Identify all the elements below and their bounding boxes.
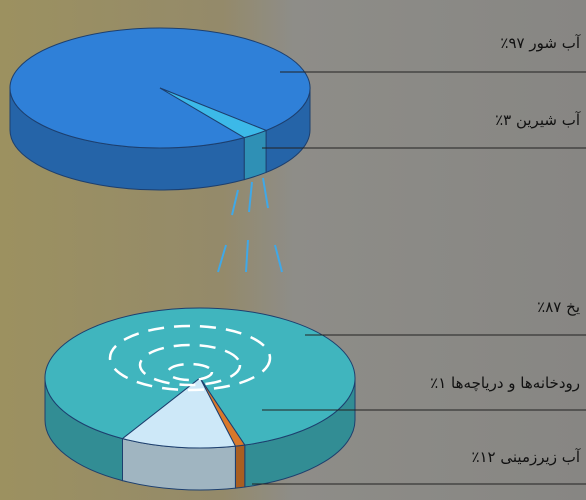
slice-value: ۳٪ xyxy=(495,111,511,129)
slice-name: رودخانه‌ها و دریاچه‌ها xyxy=(451,374,580,392)
pie-slice xyxy=(44,307,356,446)
ice-decoration xyxy=(108,324,272,392)
slice-label: یخ ۸۷٪ xyxy=(537,298,580,316)
slice-label: آب شور ۹۷٪ xyxy=(500,34,580,52)
drips xyxy=(217,177,283,273)
pie-side xyxy=(243,129,267,181)
slice-name: آب شور xyxy=(528,34,580,52)
pie-side xyxy=(234,444,246,489)
slice-value: ۹۷٪ xyxy=(500,34,524,52)
slice-label: رودخانه‌ها و دریاچه‌ها ۱٪ xyxy=(430,374,580,392)
slice-value: ۱۲٪ xyxy=(471,448,495,466)
slice-name: آب زیرزمینی xyxy=(500,448,580,466)
slice-value: ۱٪ xyxy=(430,374,446,392)
pie-slice xyxy=(159,87,268,139)
slice-value: ۸۷٪ xyxy=(537,298,561,316)
slice-label: آب شیرین ۳٪ xyxy=(495,111,581,129)
pie-slice xyxy=(121,377,237,449)
slice-label: آب زیرزمینی ۱۲٪ xyxy=(471,448,580,466)
slice-name: یخ xyxy=(566,298,580,316)
slice-name: آب شیرین xyxy=(516,111,581,129)
